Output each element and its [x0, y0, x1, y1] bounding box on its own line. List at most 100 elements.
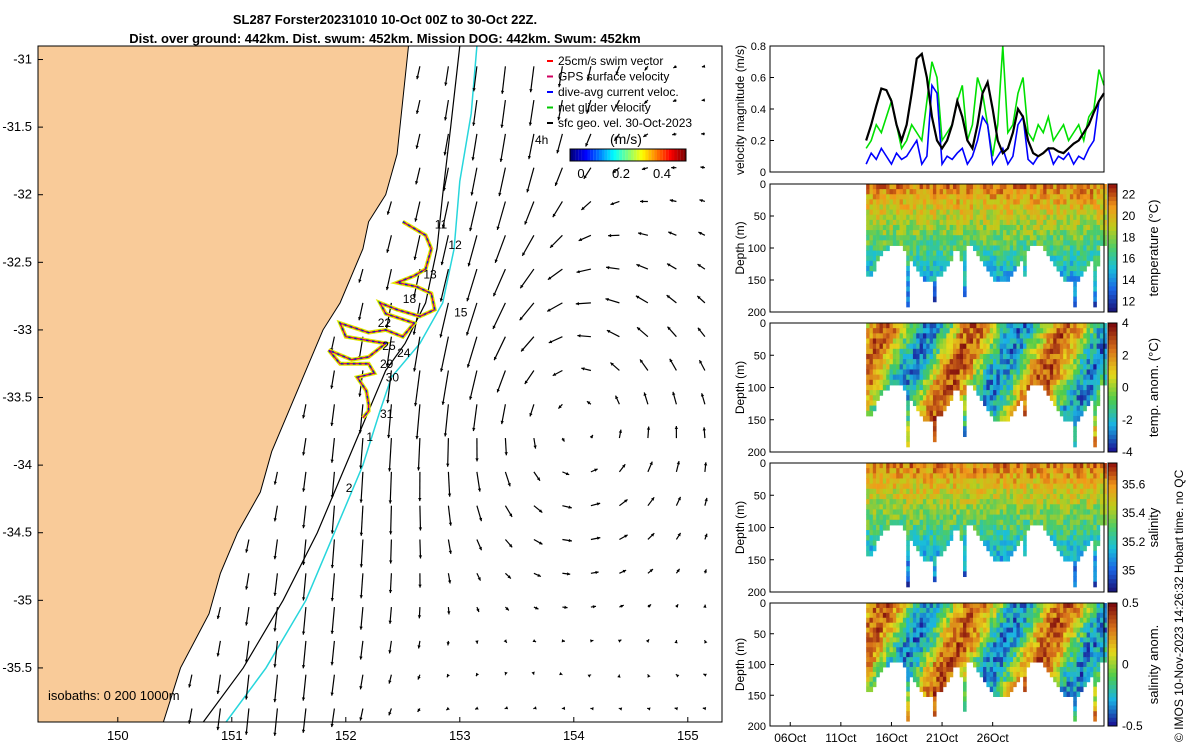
vector-arrowhead: [443, 117, 448, 121]
heatmap-cell: [1029, 488, 1034, 495]
heatmap-cell: [906, 637, 910, 643]
heatmap-cell: [989, 632, 994, 638]
heatmap-cell: [932, 612, 937, 619]
heatmap-cell: [966, 509, 970, 516]
heatmap-cell: [896, 504, 900, 510]
heatmap-cell: [1046, 353, 1051, 360]
heatmap-cell: [1099, 468, 1104, 474]
heatmap-cell: [906, 701, 910, 707]
heatmap-cell: [939, 194, 944, 200]
heatmap-cell: [986, 519, 990, 526]
heatmap-cell: [983, 468, 987, 474]
vector-arrowhead: [414, 218, 418, 222]
colorbar-cell: [674, 149, 678, 161]
heatmap-cell: [1073, 224, 1077, 231]
heatmap-cell: [1043, 328, 1047, 334]
heatmap-cell: [939, 676, 944, 683]
vector-arrow: [526, 167, 535, 193]
heatmap-cell: [973, 219, 977, 226]
heatmap-cell: [916, 535, 920, 541]
heatmap-cell: [963, 561, 967, 567]
heatmap-cell: [956, 328, 960, 334]
heatmap-cell: [942, 499, 947, 505]
heatmap-cell: [973, 323, 977, 329]
heatmap-cell: [996, 245, 1001, 252]
heatmap-cell: [889, 235, 894, 241]
heatmap-cell: [1079, 333, 1084, 339]
heatmap-cell: [999, 328, 1004, 334]
vector-arrowhead: [245, 586, 249, 590]
heatmap-cell: [966, 364, 970, 370]
heatmap-cell: [909, 204, 914, 211]
heatmap-cell: [996, 550, 1001, 557]
heatmap-cell: [949, 488, 954, 495]
colorbar-tick: 0.2: [612, 166, 630, 181]
heatmap-cell: [1073, 509, 1077, 516]
heatmap-cell: [986, 405, 990, 412]
heatmap-cell: [993, 209, 997, 216]
heatmap-cell: [916, 245, 920, 252]
heatmap-cell: [1063, 493, 1067, 500]
heatmap-cell: [929, 647, 934, 653]
heatmap-cell: [976, 240, 980, 246]
heatmap-cell: [902, 204, 907, 211]
heatmap-cell: [1006, 493, 1011, 500]
heatmap-cell: [869, 260, 874, 267]
heatmap-cell: [1019, 338, 1024, 345]
y-tick-label: -34.5: [2, 525, 32, 540]
heatmap-cell: [952, 323, 957, 329]
heatmap-cell: [993, 524, 997, 531]
heatmap-cell: [979, 395, 984, 401]
vector-arrow: [501, 99, 506, 128]
heatmap-cell: [976, 348, 980, 355]
heatmap-cell: [1073, 405, 1077, 412]
heatmap-cell: [999, 338, 1004, 345]
heatmap-cell: [1016, 323, 1021, 329]
heatmap-cell: [1009, 333, 1014, 339]
heatmap-cell: [932, 240, 937, 246]
heatmap-cell: [939, 405, 944, 412]
heatmap-cell: [996, 265, 1001, 272]
heatmap-cell: [959, 359, 964, 365]
vector-arrow: [302, 471, 307, 492]
heatmap-cell: [1096, 473, 1101, 479]
heatmap-cell: [1013, 364, 1017, 370]
vector-arrowhead: [388, 650, 392, 654]
vector-arrow: [331, 539, 335, 569]
heatmap-cell: [1019, 194, 1024, 200]
vector-arrow: [274, 607, 278, 632]
heatmap-cell: [999, 395, 1004, 401]
heatmap-cell: [1006, 395, 1011, 401]
colorbar-frame: [1107, 322, 1118, 453]
heatmap-cell: [946, 509, 950, 516]
heatmap-cell: [912, 353, 917, 360]
heatmap-cell: [1083, 260, 1087, 267]
heatmap-cell: [1026, 364, 1031, 370]
heatmap-cell: [979, 473, 984, 479]
heatmap-cell: [966, 488, 970, 495]
heatmap-cell: [976, 384, 980, 391]
vector-arrowhead: [387, 468, 392, 472]
vector-arrowhead: [528, 122, 533, 126]
heatmap-cell: [869, 194, 874, 200]
vector-arrowhead: [244, 731, 249, 735]
heatmap-cell: [1003, 524, 1007, 531]
heatmap-cell: [1093, 265, 1097, 272]
heatmap-cell: [1089, 194, 1094, 200]
heatmap-cell: [963, 530, 967, 536]
heatmap-cell: [989, 333, 994, 339]
heatmap-cell: [1026, 514, 1031, 521]
heatmap-cell: [886, 338, 890, 345]
heatmap-cell: [942, 374, 947, 381]
heatmap-cell: [1009, 374, 1014, 381]
heatmap-cell: [939, 271, 944, 277]
heatmap-cell: [1059, 343, 1064, 350]
heatmap-cell: [936, 219, 940, 226]
heatmap-cell: [872, 338, 877, 345]
track-day-label: 24: [397, 346, 411, 360]
heatmap-cell: [1033, 219, 1037, 226]
heatmap-cell: [912, 400, 917, 407]
heatmap-cell: [899, 473, 904, 479]
heatmap-cell: [1043, 204, 1047, 211]
